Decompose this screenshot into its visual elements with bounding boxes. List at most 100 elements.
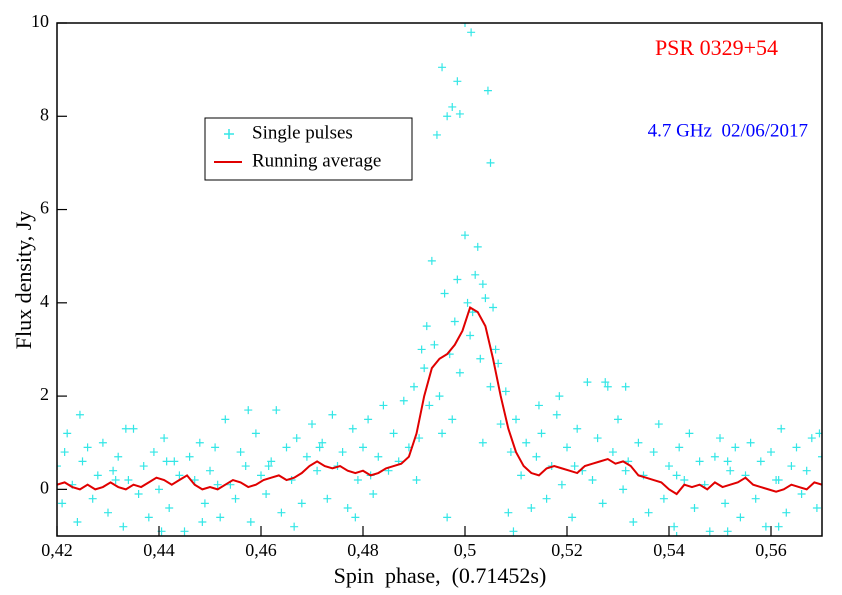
single-pulse-point [767,448,775,457]
single-pulse-point [723,457,732,466]
single-pulse-point [257,471,265,480]
single-pulse-point [659,494,668,503]
single-pulse-point [315,443,324,452]
single-pulse-point [251,429,260,438]
y-tick-label: 10 [31,11,49,31]
x-tick-label: 0,42 [41,540,73,560]
single-pulse-point [573,424,582,433]
single-pulse-point [412,476,421,485]
single-pulse-point [467,28,476,37]
single-pulse-point [425,401,434,410]
single-pulse-point [374,452,383,461]
single-pulse-point [399,396,408,405]
single-pulse-point [313,466,322,475]
single-pulse-point [221,415,230,424]
single-pulse-point [440,289,449,298]
single-pulse-point [522,438,531,447]
single-pulse-point [461,23,469,27]
single-pulse-point [736,513,745,522]
single-pulse-point [680,476,689,485]
single-pulse-point [486,158,495,167]
single-pulse-point [58,499,67,508]
single-pulse-point [461,231,469,240]
single-pulse-point [463,298,472,307]
single-pulse-point [491,345,500,354]
single-pulse-point [629,518,638,527]
single-pulse-point [170,457,179,466]
single-pulse-point [537,429,546,438]
single-pulse-point [476,354,485,363]
single-pulse-point [162,457,171,466]
single-pulse-point [430,340,439,349]
single-pulse-point [494,359,503,368]
single-pulse-point [216,513,225,522]
single-pulse-point [297,499,306,508]
x-tick-label: 0,5 [454,540,477,560]
single-pulse-point [695,457,704,466]
running-average-line [57,305,822,496]
single-pulse-point [601,378,610,387]
x-tick-label: 0,46 [245,540,277,560]
single-pulse-point [570,462,579,471]
single-pulse-point [802,466,811,475]
single-pulse-point [774,522,783,531]
single-pulse-point [672,471,681,480]
single-pulse-point [139,462,148,471]
single-pulse-point [603,382,612,391]
single-pulse-point [282,443,291,452]
legend [204,117,413,181]
single-pulse-point [448,102,457,111]
single-pulse-point [751,494,760,503]
plot-area [57,23,822,536]
single-pulse-point [292,434,301,443]
single-pulse-point [557,480,566,489]
single-pulse-point [353,476,362,485]
single-pulse-point [489,303,498,312]
single-pulse-point [453,77,462,86]
single-pulse-point [119,522,128,531]
y-tick-label: 0 [40,477,49,497]
annotation: PSR 0329+54 [655,35,778,60]
single-pulse-point [290,522,299,531]
single-pulse-point [98,438,107,447]
single-pulse-point [272,406,281,415]
single-pulse-point [343,504,352,513]
single-pulse-point [672,532,681,536]
single-pulse-point [175,471,184,480]
single-pulse-point [318,438,327,447]
single-pulse-point [244,406,253,415]
single-pulse-point [455,368,464,377]
single-pulse-point [443,112,452,121]
y-tick-label: 8 [40,104,49,124]
single-pulse-point [555,392,564,401]
single-pulse-point [552,410,561,419]
single-pulse-point [756,457,765,466]
single-pulse-point [389,429,398,438]
single-pulse-point [797,490,806,499]
single-pulse-point [608,448,617,457]
single-pulse-point [665,462,673,471]
single-pulse-point [774,476,783,485]
single-pulse-point [155,485,163,494]
single-pulse-point [75,410,84,419]
single-pulse-point [410,382,418,391]
single-pulse-point [438,63,447,72]
single-pulse-point [486,382,495,391]
single-pulse-point [509,527,518,536]
single-pulse-point [761,522,770,531]
single-pulse-point [568,513,577,522]
single-pulse-point [731,443,740,452]
single-pulse-point [705,527,714,536]
single-pulse-point [277,508,286,517]
single-pulse-point [812,504,821,513]
single-pulse-point [675,443,684,452]
single-pulse-point [432,130,441,139]
single-pulse-point [649,448,658,457]
single-pulse-point [328,410,337,419]
single-pulse-point [619,485,628,494]
single-pulse-point [517,471,526,480]
single-pulse-point [211,443,220,452]
single-pulse-point [471,270,480,279]
single-pulse-point [453,275,462,284]
single-pulse-point [206,466,214,475]
